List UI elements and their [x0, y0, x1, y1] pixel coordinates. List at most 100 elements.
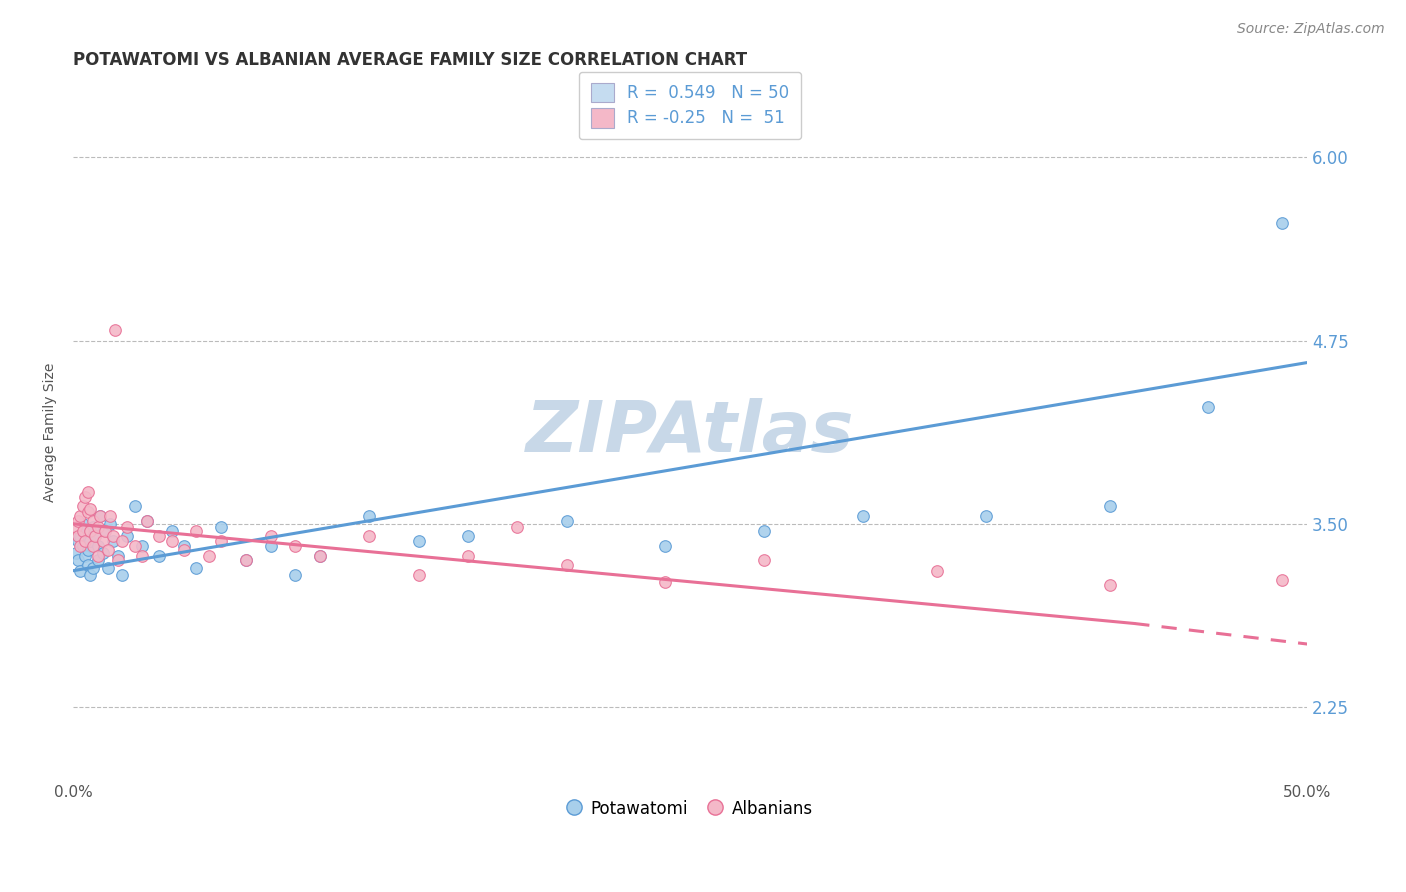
Point	[1271, 573, 1294, 587]
Point	[107, 553, 129, 567]
Point	[974, 509, 997, 524]
Point	[77, 505, 100, 519]
Point	[89, 509, 111, 524]
Point	[66, 514, 89, 528]
Point	[408, 568, 430, 582]
Point	[66, 553, 89, 567]
Point	[131, 549, 153, 563]
Point	[77, 543, 100, 558]
Text: ZIPAtlas: ZIPAtlas	[526, 398, 855, 467]
Point	[408, 534, 430, 549]
Point	[457, 549, 479, 563]
Point	[359, 528, 381, 542]
Point	[1098, 578, 1121, 592]
Point	[75, 534, 97, 549]
Y-axis label: Average Family Size: Average Family Size	[44, 362, 58, 502]
Point	[284, 568, 307, 582]
Point	[925, 564, 948, 578]
Point	[87, 520, 110, 534]
Point	[752, 524, 775, 538]
Point	[97, 543, 120, 558]
Point	[98, 509, 121, 524]
Point	[104, 323, 127, 337]
Point	[117, 520, 139, 534]
Point	[75, 491, 97, 505]
Point	[72, 524, 94, 538]
Point	[259, 539, 281, 553]
Point	[555, 514, 578, 528]
Point	[111, 568, 134, 582]
Point	[235, 553, 257, 567]
Point	[82, 520, 104, 534]
Point	[160, 524, 183, 538]
Point	[284, 539, 307, 553]
Point	[173, 543, 195, 558]
Point	[209, 520, 232, 534]
Point	[65, 546, 87, 560]
Point	[89, 509, 111, 524]
Point	[235, 553, 257, 567]
Point	[79, 502, 101, 516]
Point	[87, 539, 110, 553]
Point	[94, 524, 117, 538]
Point	[66, 528, 89, 542]
Point	[136, 514, 159, 528]
Point	[69, 564, 91, 578]
Text: Source: ZipAtlas.com: Source: ZipAtlas.com	[1237, 22, 1385, 37]
Point	[131, 539, 153, 553]
Point	[97, 561, 120, 575]
Point	[124, 500, 146, 514]
Point	[87, 549, 110, 563]
Point	[69, 509, 91, 524]
Point	[72, 500, 94, 514]
Point	[94, 524, 117, 538]
Point	[79, 568, 101, 582]
Point	[198, 549, 221, 563]
Point	[1197, 400, 1219, 414]
Point	[91, 534, 114, 549]
Point	[98, 516, 121, 531]
Point	[148, 528, 170, 542]
Point	[752, 553, 775, 567]
Point	[77, 484, 100, 499]
Point	[148, 549, 170, 563]
Point	[654, 575, 676, 590]
Point	[309, 549, 332, 563]
Point	[82, 539, 104, 553]
Point	[82, 514, 104, 528]
Point	[84, 528, 107, 542]
Point	[107, 549, 129, 563]
Point	[506, 520, 529, 534]
Point	[209, 534, 232, 549]
Point	[72, 539, 94, 553]
Point	[69, 528, 91, 542]
Legend: Potawatomi, Albanians: Potawatomi, Albanians	[561, 793, 820, 824]
Point	[259, 528, 281, 542]
Text: POTAWATOMI VS ALBANIAN AVERAGE FAMILY SIZE CORRELATION CHART: POTAWATOMI VS ALBANIAN AVERAGE FAMILY SI…	[73, 51, 747, 69]
Point	[111, 534, 134, 549]
Point	[173, 539, 195, 553]
Point	[101, 534, 124, 549]
Point	[186, 524, 208, 538]
Point	[79, 524, 101, 538]
Point	[84, 528, 107, 542]
Point	[1271, 216, 1294, 230]
Point	[852, 509, 875, 524]
Point	[87, 553, 110, 567]
Point	[124, 539, 146, 553]
Point	[77, 558, 100, 572]
Point	[359, 509, 381, 524]
Point	[75, 549, 97, 563]
Point	[69, 539, 91, 553]
Point	[136, 514, 159, 528]
Point	[82, 561, 104, 575]
Point	[186, 561, 208, 575]
Point	[79, 534, 101, 549]
Point	[66, 534, 89, 549]
Point	[654, 539, 676, 553]
Point	[91, 546, 114, 560]
Point	[65, 520, 87, 534]
Point	[160, 534, 183, 549]
Point	[101, 528, 124, 542]
Point	[309, 549, 332, 563]
